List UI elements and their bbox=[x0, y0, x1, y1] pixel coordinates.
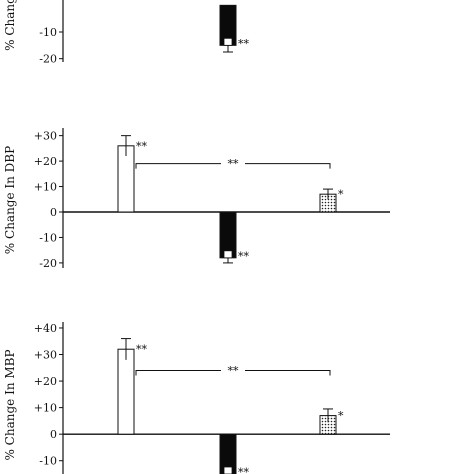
y-tick-label: +10 bbox=[34, 181, 57, 194]
significance-label: ** bbox=[238, 37, 250, 50]
y-tick-label: -20 bbox=[39, 53, 57, 66]
y-tick-label: +10 bbox=[34, 402, 57, 415]
y-tick-label: -10 bbox=[39, 26, 57, 39]
significance-label: ** bbox=[238, 250, 250, 263]
bar-end-marker bbox=[223, 466, 233, 474]
y-tick-label: +40 bbox=[34, 322, 57, 335]
bar-end-marker bbox=[223, 37, 233, 46]
bar-group-2 bbox=[219, 433, 237, 474]
y-axis-label-1: % Change bbox=[3, 0, 17, 51]
y-tick-label: +20 bbox=[34, 375, 57, 388]
y-tick-label: 0 bbox=[50, 428, 57, 441]
y-tick-label: -20 bbox=[39, 257, 57, 270]
y-axis-label-2: % Change In DBP bbox=[3, 146, 17, 254]
y-tick-label: -10 bbox=[39, 231, 57, 244]
bracket-label-bg bbox=[221, 364, 245, 377]
bar-end-marker bbox=[223, 250, 233, 259]
significance-label: ** bbox=[136, 140, 148, 153]
significance-label: ** bbox=[238, 466, 250, 474]
bar-group-1 bbox=[117, 348, 135, 435]
y-tick-label: -10 bbox=[39, 455, 57, 468]
significance-label: ** bbox=[136, 343, 148, 356]
bracket-label-bg bbox=[221, 157, 245, 170]
y-axis-label-3: % Change In MBP bbox=[3, 349, 17, 460]
y-tick-label: +30 bbox=[34, 349, 57, 362]
bracket-significance-label: ** bbox=[228, 158, 240, 171]
bracket-significance-label: ** bbox=[228, 364, 240, 377]
significance-label: * bbox=[338, 188, 344, 201]
y-tick-label: +20 bbox=[34, 155, 57, 168]
y-tick-label: 0 bbox=[50, 206, 57, 219]
significance-label: * bbox=[338, 410, 344, 423]
y-tick-label: +30 bbox=[34, 130, 57, 143]
